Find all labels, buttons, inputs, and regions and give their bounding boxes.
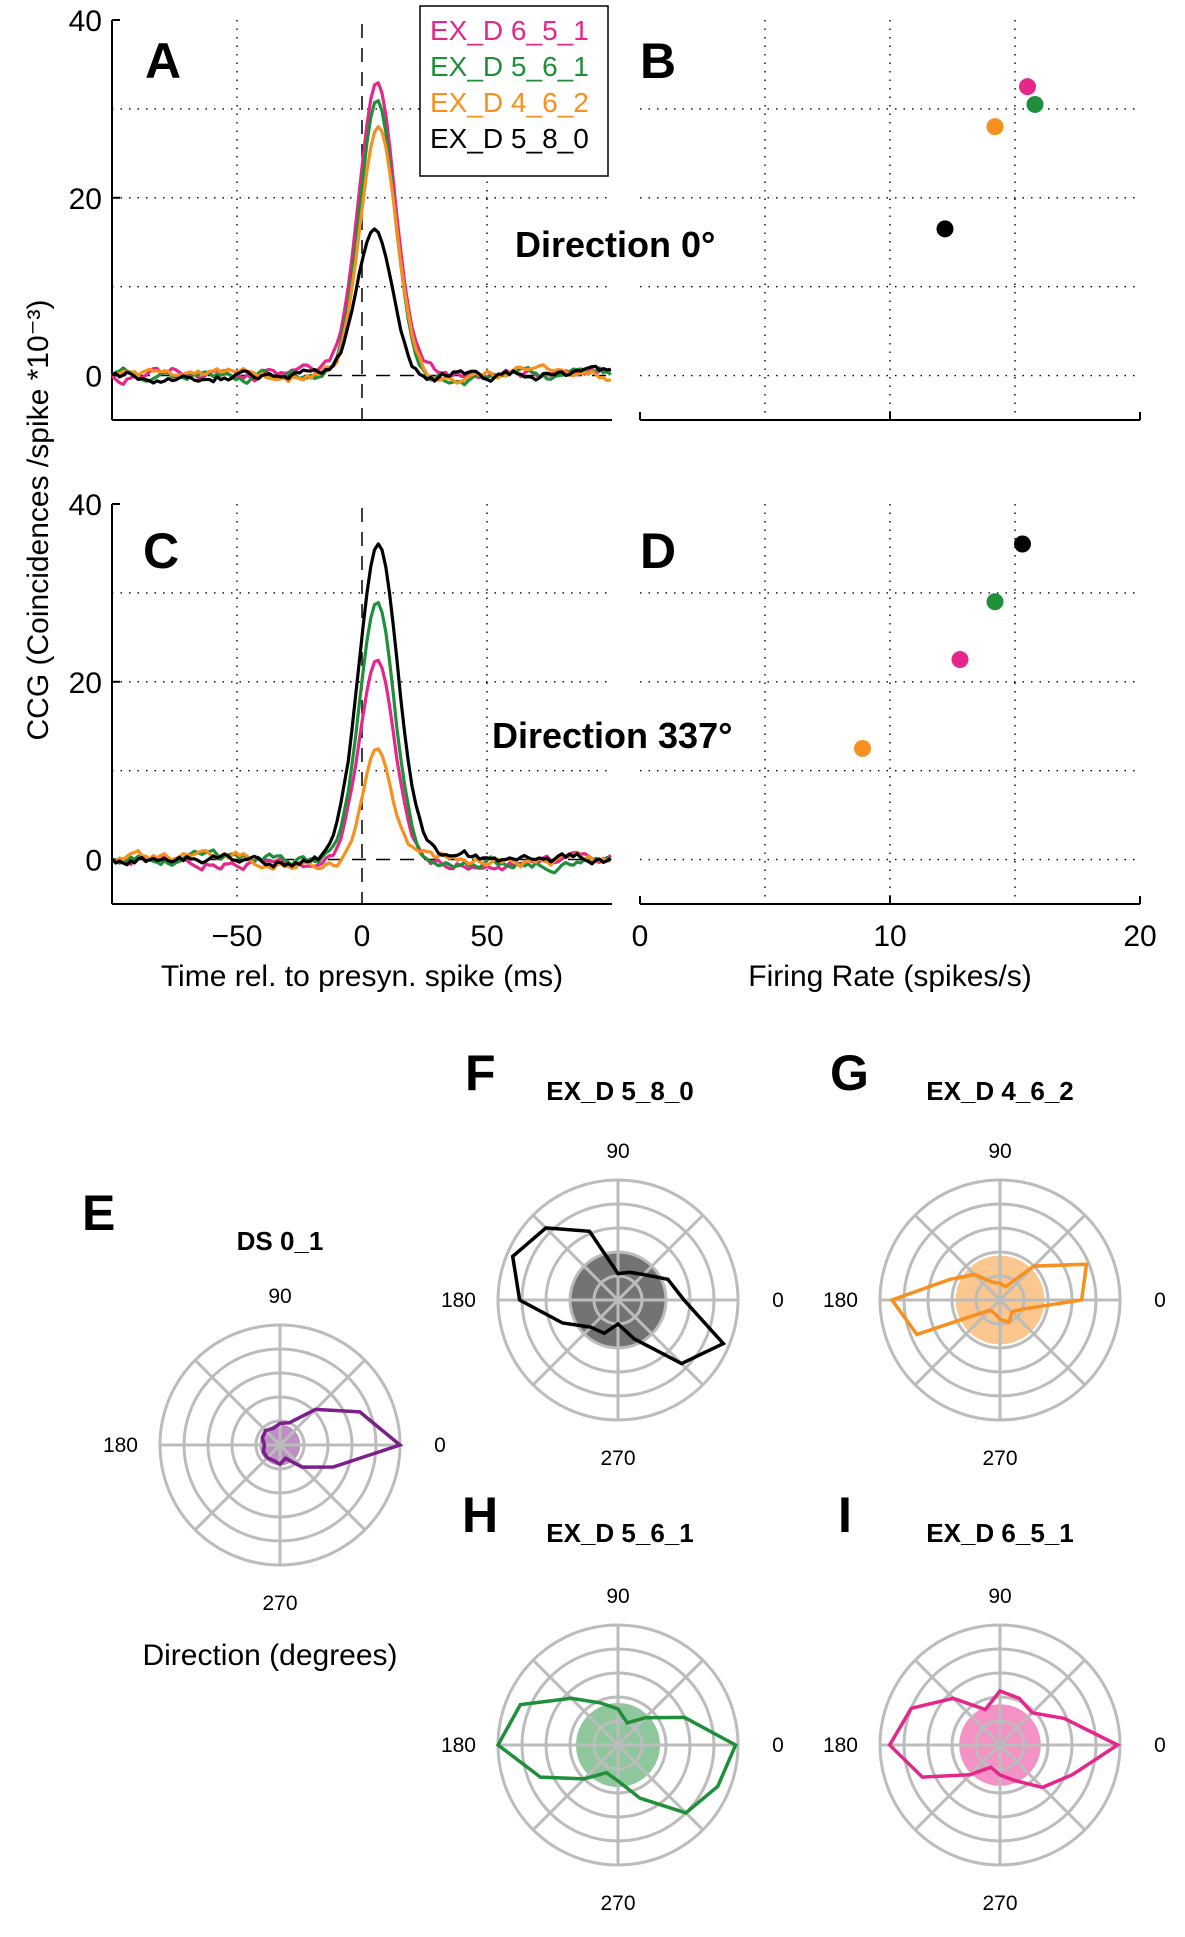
- panel-letter: A: [145, 33, 181, 89]
- tuning-curve: [495, 1696, 738, 1815]
- angle-label-180: 180: [103, 1434, 138, 1457]
- y-tick-label: 40: [69, 5, 102, 38]
- angle-label-0: 0: [772, 1734, 784, 1757]
- angle-label-180: 180: [823, 1289, 858, 1312]
- polar-spoke: [194, 1359, 366, 1531]
- angle-label-270: 270: [600, 1892, 635, 1915]
- angle-label-0: 0: [434, 1434, 446, 1457]
- tuning-curve: [887, 1688, 1122, 1790]
- angle-label-270: 270: [600, 1447, 635, 1470]
- angle-label-90: 90: [268, 1285, 291, 1308]
- point-ex-d-4-6-2: [854, 739, 871, 757]
- angle-label-90: 90: [988, 1140, 1011, 1163]
- panel-i: 90 180 0 270 EX_D 6_5_1 I: [823, 1487, 1166, 1915]
- polar-title: EX_D 5_8_0: [546, 1076, 693, 1106]
- panel-a: 0 20 40 A Direction 0°: [69, 5, 715, 421]
- polar-title: EX_D 6_5_1: [926, 1518, 1073, 1548]
- angle-label-90: 90: [606, 1585, 629, 1608]
- ccg-line-ex-d-4-6-2: [110, 747, 611, 871]
- legend-entry-ex-d-4-6-2: EX_D 4_6_2: [430, 87, 589, 118]
- panel-letter: I: [838, 1487, 852, 1543]
- polar-axis-label: Direction (degrees): [142, 1639, 397, 1672]
- point-ex-d-5-8-0: [1014, 535, 1031, 553]
- direction-label: Direction 0°: [515, 224, 715, 265]
- ccg-line-ex-d-5-8-0: [110, 542, 612, 869]
- x-tick-label: 50: [470, 920, 503, 953]
- panel-e: 90 180 0 270 DS 0_1 E: [82, 1185, 446, 1615]
- line-panels: 0 20 40 A Direction 0° 0 20 40 −50 0 50 Time rel. t…: [69, 5, 733, 993]
- legend-entry-ex-d-5-8-0: EX_D 5_8_0: [430, 123, 589, 154]
- ccg-line-ex-d-4-6-2: [111, 124, 611, 385]
- panel-g: 90 180 0 270 EX_D 4_6_2 G: [823, 1045, 1166, 1470]
- angle-label-180: 180: [441, 1734, 476, 1757]
- polar-spoke: [532, 1214, 704, 1386]
- ccg-line-ex-d-5-6-1: [111, 600, 612, 875]
- angle-label-180: 180: [441, 1289, 476, 1312]
- legend-entry-ex-d-5-6-1: EX_D 5_6_1: [430, 51, 589, 82]
- angle-label-0: 0: [1154, 1289, 1166, 1312]
- x-axis-label: Firing Rate (spikes/s): [748, 960, 1031, 993]
- panel-letter: B: [640, 33, 676, 89]
- angle-label-270: 270: [262, 1592, 297, 1615]
- y-tick-label: 0: [85, 361, 102, 394]
- y-tick-label: 20: [69, 667, 102, 700]
- panel-letter: H: [462, 1487, 498, 1543]
- polar-title: EX_D 4_6_2: [926, 1076, 1073, 1106]
- point-ex-d-5-6-1: [1026, 95, 1044, 113]
- y-tick-label: 20: [69, 183, 102, 216]
- panel-h: 90 180 0 270 EX_D 5_6_1 H: [441, 1487, 784, 1915]
- tuning-curve: [510, 1226, 727, 1366]
- direction-label: Direction 337°: [492, 715, 733, 756]
- angle-label-0: 0: [772, 1289, 784, 1312]
- angle-label-270: 270: [982, 1447, 1017, 1470]
- angle-label-90: 90: [606, 1140, 629, 1163]
- panel-letter: G: [830, 1045, 869, 1101]
- panel-letter: D: [640, 523, 676, 579]
- panel-c: 0 20 40 −50 0 50 Time rel. to presyn. spike (m…: [69, 489, 733, 993]
- point-ex-d-4-6-2: [986, 118, 1004, 136]
- polar-title: EX_D 5_6_1: [546, 1518, 693, 1548]
- y-tick-label: 0: [85, 845, 102, 878]
- panel-letter: C: [143, 523, 179, 579]
- panel-b: B: [639, 20, 1141, 421]
- polar-spoke: [914, 1659, 1086, 1831]
- polar-title: DS 0_1: [237, 1226, 324, 1256]
- point-ex-d-5-8-0: [936, 220, 954, 238]
- legend-box: [419, 5, 609, 177]
- legend: EX_D 6_5_1 EX_D 5_6_1 EX_D 4_6_2 EX_D 5_8_0: [419, 5, 609, 177]
- x-tick-label: 20: [1123, 920, 1156, 953]
- tuning-curve: [889, 1262, 1089, 1337]
- panel-f: 90 180 0 270 EX_D 5_8_0 F: [441, 1045, 784, 1470]
- y-tick-label: 40: [69, 489, 102, 522]
- scatter-panels: B 0 10 20 Firing Rate (spikes/s) D: [632, 20, 1157, 993]
- polar-spoke: [914, 1214, 1086, 1386]
- point-ex-d-6-5-1: [1019, 78, 1036, 96]
- x-tick-label: 0: [354, 920, 371, 953]
- polar-spoke: [532, 1659, 704, 1831]
- x-tick-label: −50: [212, 920, 263, 953]
- polar-panels: 90 180 0 270 DS 0_1 E 90 180 0 270 EX_D 5_8_0 F 90 18…: [82, 1045, 1166, 1915]
- point-ex-d-5-6-1: [986, 593, 1004, 611]
- x-tick-label: 10: [873, 920, 906, 953]
- tuning-curve: [260, 1407, 404, 1469]
- panel-d: 0 10 20 Firing Rate (spikes/s) D: [632, 504, 1157, 993]
- angle-label-90: 90: [988, 1585, 1011, 1608]
- y-axis-label: CCG (Coincidences /spike *10⁻³): [22, 300, 55, 741]
- x-tick-label: 0: [632, 920, 649, 953]
- panel-letter: E: [82, 1185, 115, 1241]
- legend-entry-ex-d-6-5-1: EX_D 6_5_1: [430, 15, 589, 46]
- ccg-line-ex-d-5-8-0: [111, 227, 612, 385]
- panel-letter: F: [465, 1045, 496, 1101]
- point-ex-d-6-5-1: [951, 651, 969, 669]
- angle-label-0: 0: [1154, 1734, 1166, 1757]
- angle-label-180: 180: [823, 1734, 858, 1757]
- angle-label-270: 270: [982, 1892, 1017, 1915]
- x-axis-label: Time rel. to presyn. spike (ms): [161, 960, 563, 993]
